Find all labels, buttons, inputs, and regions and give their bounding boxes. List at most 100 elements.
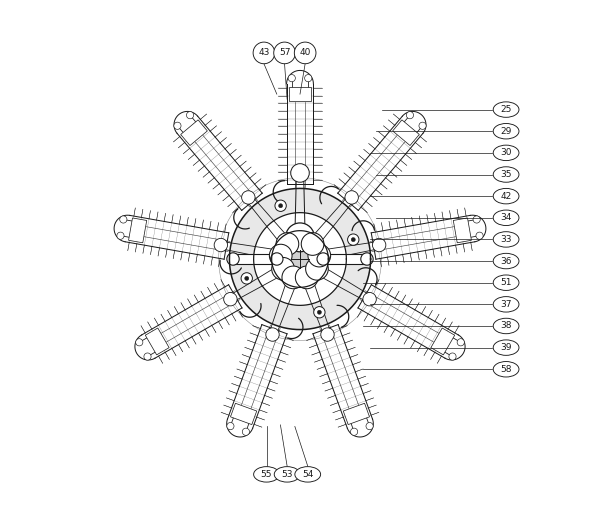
Circle shape xyxy=(321,328,334,341)
Circle shape xyxy=(305,257,328,280)
Text: 55: 55 xyxy=(261,470,272,479)
Polygon shape xyxy=(181,120,208,146)
Text: 53: 53 xyxy=(281,470,293,479)
Circle shape xyxy=(278,204,283,208)
Circle shape xyxy=(227,253,239,265)
Circle shape xyxy=(366,423,373,430)
Polygon shape xyxy=(392,120,419,146)
Circle shape xyxy=(242,428,250,435)
Circle shape xyxy=(295,42,316,64)
Ellipse shape xyxy=(493,167,519,182)
Polygon shape xyxy=(343,404,370,425)
Circle shape xyxy=(347,234,359,246)
Circle shape xyxy=(266,328,279,341)
Polygon shape xyxy=(230,404,257,425)
Circle shape xyxy=(241,272,253,284)
Text: 57: 57 xyxy=(279,48,290,57)
Circle shape xyxy=(308,244,331,267)
Circle shape xyxy=(253,42,275,64)
Ellipse shape xyxy=(493,297,519,312)
Text: 51: 51 xyxy=(500,278,512,287)
Polygon shape xyxy=(453,218,472,243)
Text: 34: 34 xyxy=(500,213,512,222)
Ellipse shape xyxy=(493,253,519,269)
Text: 43: 43 xyxy=(258,48,269,57)
Text: 33: 33 xyxy=(500,235,512,244)
Polygon shape xyxy=(145,328,169,355)
Text: 30: 30 xyxy=(500,148,512,157)
Circle shape xyxy=(227,423,234,430)
Circle shape xyxy=(144,353,151,360)
Circle shape xyxy=(351,238,355,242)
Ellipse shape xyxy=(493,123,519,139)
Ellipse shape xyxy=(493,145,519,161)
Text: 35: 35 xyxy=(500,170,512,179)
Circle shape xyxy=(224,293,237,306)
Polygon shape xyxy=(431,328,455,355)
Circle shape xyxy=(406,111,413,119)
Circle shape xyxy=(301,233,324,255)
Circle shape xyxy=(272,257,295,280)
Circle shape xyxy=(276,233,299,255)
Text: 40: 40 xyxy=(299,48,311,57)
Circle shape xyxy=(282,266,305,289)
Circle shape xyxy=(449,353,456,360)
Polygon shape xyxy=(229,189,371,329)
Text: 58: 58 xyxy=(500,365,512,374)
Ellipse shape xyxy=(493,210,519,225)
Circle shape xyxy=(476,232,483,239)
Ellipse shape xyxy=(493,318,519,334)
Circle shape xyxy=(345,191,358,204)
Polygon shape xyxy=(272,231,328,287)
Circle shape xyxy=(314,307,325,318)
Circle shape xyxy=(288,75,295,82)
Polygon shape xyxy=(254,212,346,306)
Circle shape xyxy=(187,111,194,119)
Ellipse shape xyxy=(493,189,519,204)
Circle shape xyxy=(136,339,143,346)
Circle shape xyxy=(286,223,314,252)
Circle shape xyxy=(274,42,295,64)
Circle shape xyxy=(317,253,329,265)
Text: 54: 54 xyxy=(302,470,313,479)
Circle shape xyxy=(117,232,124,239)
Circle shape xyxy=(295,266,318,289)
Ellipse shape xyxy=(493,275,519,291)
Ellipse shape xyxy=(493,340,519,355)
Circle shape xyxy=(242,191,255,204)
Polygon shape xyxy=(233,254,277,264)
Text: 39: 39 xyxy=(500,343,512,352)
Ellipse shape xyxy=(254,467,280,482)
Ellipse shape xyxy=(493,102,519,117)
Ellipse shape xyxy=(493,362,519,377)
Circle shape xyxy=(174,122,181,130)
Circle shape xyxy=(269,244,292,267)
Circle shape xyxy=(317,310,322,314)
Polygon shape xyxy=(323,254,367,264)
Text: 29: 29 xyxy=(500,127,512,136)
Text: 36: 36 xyxy=(500,256,512,266)
Text: 42: 42 xyxy=(500,192,512,200)
Circle shape xyxy=(275,200,286,211)
Circle shape xyxy=(473,216,480,223)
Circle shape xyxy=(305,75,312,82)
Ellipse shape xyxy=(274,467,300,482)
Text: 38: 38 xyxy=(500,322,512,330)
Polygon shape xyxy=(289,87,311,102)
Circle shape xyxy=(419,122,426,130)
Ellipse shape xyxy=(295,467,320,482)
Text: 25: 25 xyxy=(500,105,512,114)
Polygon shape xyxy=(128,218,147,243)
Circle shape xyxy=(457,339,464,346)
Circle shape xyxy=(120,216,127,223)
Circle shape xyxy=(373,238,386,252)
Circle shape xyxy=(361,253,373,265)
Circle shape xyxy=(245,276,249,280)
Circle shape xyxy=(271,253,283,265)
Circle shape xyxy=(350,428,358,435)
Ellipse shape xyxy=(493,232,519,247)
Circle shape xyxy=(363,293,376,306)
Circle shape xyxy=(214,238,227,252)
Circle shape xyxy=(291,164,309,182)
Text: 37: 37 xyxy=(500,300,512,309)
